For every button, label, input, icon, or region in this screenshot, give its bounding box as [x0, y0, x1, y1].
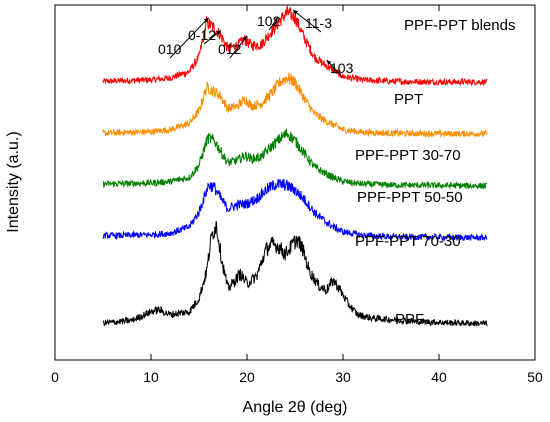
peak-arrow [169, 17, 209, 59]
peak-label: 0-12 [188, 27, 216, 43]
peak-arrowhead [293, 10, 298, 15]
series-line-ppf [102, 221, 488, 327]
series-label: PPF [395, 311, 424, 328]
plot-frame [54, 4, 536, 361]
series-label: PPF-PPT 50-50 [357, 189, 463, 206]
x-tick-label: 30 [335, 369, 351, 385]
x-tick-label: 40 [431, 369, 447, 385]
x-tick-label: 20 [239, 369, 255, 385]
peak-arrowhead [216, 30, 222, 35]
peak-arrow [292, 9, 322, 33]
series-line-ppt [102, 5, 488, 87]
series-line-ppf-ppt-30-70 [102, 72, 488, 139]
x-axis-title: Angle 2θ (deg) [243, 399, 348, 416]
x-tick-label: 0 [51, 369, 59, 385]
peak-arrowhead [273, 17, 278, 23]
series-line-ppf-ppt-50-50 [102, 128, 488, 190]
series-label: PPF-PPT 30-70 [355, 147, 461, 164]
peak-label: 010 [158, 41, 182, 57]
y-axis-title: Intensity (a.u.) [5, 131, 22, 232]
peak-label: 103 [330, 60, 354, 76]
peak-arrowhead [242, 35, 247, 41]
x-axis-ticks: 0 10 20 30 40 50 [51, 5, 543, 385]
peak-arrowhead [203, 17, 209, 23]
series-lines [102, 5, 488, 327]
peak-label: 11-3 [305, 15, 332, 31]
series-labels: PPT PPF-PPT 30-70 PPF-PPT 50-50 PPF-PPT 70-… [355, 91, 463, 328]
peak-arrow [229, 35, 248, 59]
peak-arrowhead [326, 59, 332, 65]
chart-title: PPF-PPT blends [404, 17, 515, 34]
series-line-ppf-ppt-70-30 [102, 178, 488, 242]
x-tick-label: 10 [143, 369, 159, 385]
peak-label: 012 [218, 41, 242, 57]
peak-label: 102 [257, 13, 281, 29]
series-label: PPT [394, 91, 423, 108]
series-label: PPF-PPT 70-30 [355, 233, 461, 250]
x-tick-label: 50 [527, 369, 543, 385]
